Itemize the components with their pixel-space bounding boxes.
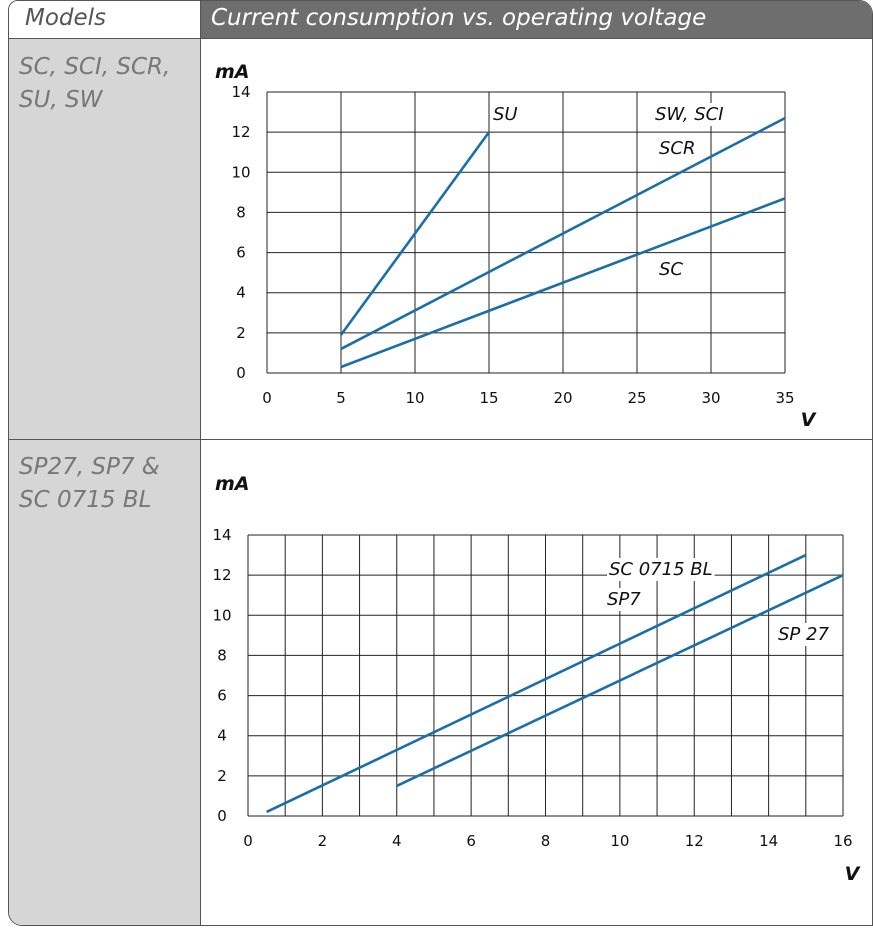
chart2-x-tick-label: 12 (685, 832, 704, 850)
chart1-y-tick-label: 2 (236, 324, 246, 342)
chart2-y-tick-label: 0 (217, 807, 227, 825)
chart2-y-axis-label: mA (215, 473, 250, 495)
row2-models-line2: SC 0715 BL (19, 487, 152, 513)
chart1-y-tick-label: 4 (236, 284, 246, 302)
chart2-y-tick-label: 2 (217, 767, 227, 785)
chart2-series-annotation: SP 27 (778, 624, 829, 645)
chart2-y-tick-label: 6 (217, 687, 227, 705)
chart2-series-annotation: SC 0715 BL (609, 559, 713, 580)
chart1-x-tick-label: 25 (627, 389, 646, 407)
row2-models: SP27, SP7 & SC 0715 BL (19, 451, 160, 517)
chart2-x-tick-label: 10 (610, 832, 629, 850)
chart1-series-line-3 (340, 197, 786, 369)
chart2-x-tick-label: 16 (833, 832, 852, 850)
chart1-x-tick-label: 10 (405, 389, 424, 407)
chart1-y-tick-label: 10 (231, 163, 250, 181)
chart1-series-line-2 (340, 116, 786, 351)
chart2-x-tick-label: 2 (318, 832, 328, 850)
chart2-series-line-2 (396, 573, 844, 788)
chart1-series-annotation: SW, SCI (655, 104, 724, 125)
chart2-y-tick-label: 14 (212, 526, 231, 544)
chart1-y-tick-label: 8 (236, 203, 246, 221)
models-header-cell: Models (9, 1, 201, 39)
chart2-y-tick-label: 8 (217, 646, 227, 664)
chart2-x-tick-label: 0 (243, 832, 253, 850)
chart2-x-tick-label: 4 (392, 832, 402, 850)
chart1-x-tick-label: 15 (479, 389, 498, 407)
chart2-x-axis-label: V (845, 863, 861, 885)
chart2-y-tick-label: 4 (217, 727, 227, 745)
chart2-annotation-bg (776, 623, 832, 646)
row2-models-line1: SP27, SP7 & (19, 454, 160, 480)
models-header-label: Models (25, 5, 107, 31)
chart2-y-tick-label: 12 (212, 566, 231, 584)
chart2-y-tick-label: 10 (212, 606, 231, 624)
chart2-series-line-1 (266, 553, 807, 814)
chart1-series-line-1 (339, 131, 491, 336)
chart2-x-tick-label: 6 (466, 832, 476, 850)
chart2-series-annotation: SP7 (607, 589, 641, 610)
models-column: SC, SCI, SCR, SU, SW SP27, SP7 & SC 0715… (9, 39, 201, 925)
chart1-x-tick-label: 20 (553, 389, 572, 407)
chart1-y-tick-label: 0 (236, 364, 246, 382)
chart-title: Current consumption vs. operating voltag… (211, 5, 707, 31)
chart1-y-tick-label: 6 (236, 244, 246, 262)
chart1-annotation-bg (657, 137, 698, 160)
row1-models: SC, SCI, SCR, SU, SW (19, 51, 170, 117)
chart1-annotation-bg (653, 103, 726, 126)
row-separator (9, 439, 872, 440)
chart1-y-axis-label: mA (215, 61, 250, 83)
chart1-x-tick-label: 35 (775, 389, 794, 407)
chart1-y-tick-label: 14 (231, 83, 250, 101)
chart1-x-axis-label: V (801, 409, 817, 431)
chart1-x-tick-label: 0 (262, 389, 272, 407)
chart1-series-annotation: SU (493, 104, 518, 125)
row1-models-line1: SC, SCI, SCR, (19, 54, 171, 80)
chart2-annotation-bg (605, 588, 644, 611)
chart2-x-tick-label: 8 (541, 832, 551, 850)
chart1-y-tick-label: 12 (231, 123, 250, 141)
title-header-cell: Current consumption vs. operating voltag… (201, 1, 872, 39)
chart1-series-annotation: SC (659, 259, 683, 280)
chart1-annotation-bg (657, 258, 686, 281)
chart2-x-tick-label: 14 (759, 832, 778, 850)
chart1-x-tick-label: 30 (701, 389, 720, 407)
chart1-series-annotation: SCR (659, 138, 696, 159)
chart1-annotation-bg (491, 103, 520, 126)
figure-frame: Models Current consumption vs. operating… (8, 0, 873, 926)
chart1-x-tick-label: 5 (336, 389, 346, 407)
chart2-annotation-bg (607, 558, 715, 581)
row1-models-line2: SU, SW (19, 87, 103, 113)
